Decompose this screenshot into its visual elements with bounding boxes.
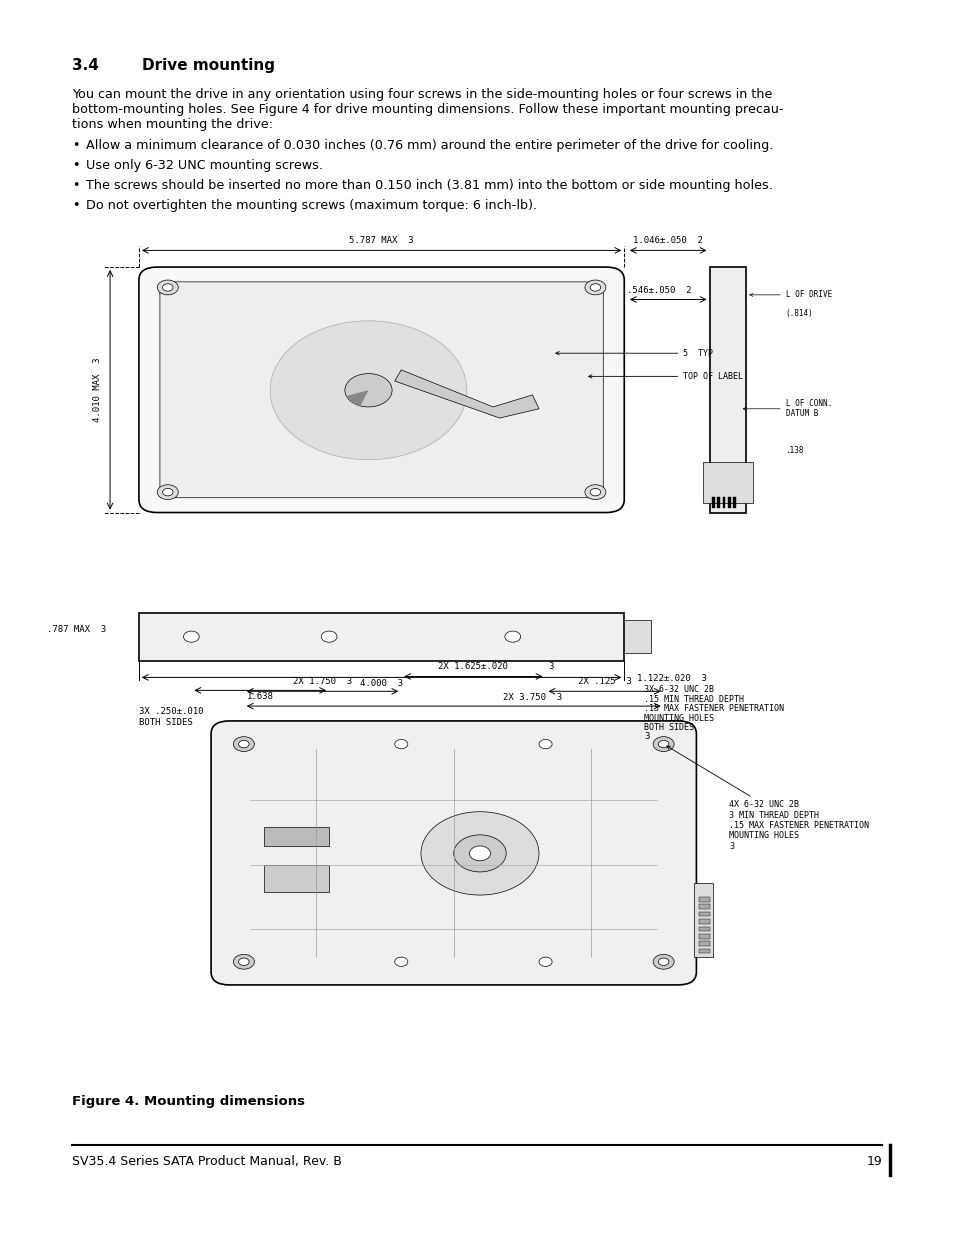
Circle shape xyxy=(162,284,172,291)
Text: L OF DRIVE: L OF DRIVE xyxy=(749,290,831,299)
Circle shape xyxy=(653,736,674,751)
Circle shape xyxy=(584,280,605,295)
FancyBboxPatch shape xyxy=(211,721,696,986)
Bar xyxy=(699,919,709,924)
Text: 3.4: 3.4 xyxy=(71,58,99,73)
Text: Figure 4. Mounting dimensions: Figure 4. Mounting dimensions xyxy=(71,1095,305,1108)
Circle shape xyxy=(233,955,254,969)
Text: •: • xyxy=(71,199,79,212)
Text: Use only 6-32 UNC mounting screws.: Use only 6-32 UNC mounting screws. xyxy=(86,159,323,172)
Text: .138: .138 xyxy=(785,446,803,454)
Text: 2X 3.750  3: 2X 3.750 3 xyxy=(502,693,561,703)
Bar xyxy=(709,267,745,513)
Bar xyxy=(722,496,724,508)
Text: •: • xyxy=(71,140,79,152)
Bar xyxy=(693,883,713,957)
Text: tions when mounting the drive:: tions when mounting the drive: xyxy=(71,119,273,131)
Text: •: • xyxy=(71,179,79,191)
Text: You can mount the drive in any orientation using four screws in the side-mountin: You can mount the drive in any orientati… xyxy=(71,88,772,101)
Text: BOTH SIDES: BOTH SIDES xyxy=(643,722,693,732)
Text: Do not overtighten the mounting screws (maximum torque: 6 inch-lb).: Do not overtighten the mounting screws (… xyxy=(86,199,537,212)
Circle shape xyxy=(653,955,674,969)
Bar xyxy=(263,864,329,892)
Bar xyxy=(699,897,709,902)
Text: 2X 1.750  3: 2X 1.750 3 xyxy=(293,677,352,685)
Wedge shape xyxy=(346,390,368,406)
Circle shape xyxy=(157,280,178,295)
Text: .15 MIN THREAD DEPTH: .15 MIN THREAD DEPTH xyxy=(643,695,743,704)
Circle shape xyxy=(504,631,520,642)
Circle shape xyxy=(238,741,249,748)
Bar xyxy=(699,948,709,953)
Text: .787 MAX  3: .787 MAX 3 xyxy=(47,625,106,634)
Text: Drive mounting: Drive mounting xyxy=(142,58,274,73)
Text: Allow a minimum clearance of 0.030 inches (0.76 mm) around the entire perimeter : Allow a minimum clearance of 0.030 inche… xyxy=(86,140,773,152)
Bar xyxy=(699,926,709,931)
Text: MOUNTING HOLES: MOUNTING HOLES xyxy=(643,714,713,722)
Circle shape xyxy=(584,484,605,499)
Text: 3: 3 xyxy=(643,732,649,741)
Text: 2X 1.625±.020: 2X 1.625±.020 xyxy=(438,662,508,671)
Circle shape xyxy=(157,484,178,499)
Bar xyxy=(139,613,623,661)
Bar xyxy=(263,827,329,846)
Text: 4X 6-32 UNC 2B
3 MIN THREAD DEPTH
.15 MAX FASTENER PENETRATION
MOUNTING HOLES
3: 4X 6-32 UNC 2B 3 MIN THREAD DEPTH .15 MA… xyxy=(666,746,868,851)
Bar xyxy=(699,904,709,909)
Text: 3X .250±.010: 3X .250±.010 xyxy=(139,706,203,716)
Bar xyxy=(699,911,709,916)
Text: 3: 3 xyxy=(548,662,553,671)
Circle shape xyxy=(590,488,600,495)
Circle shape xyxy=(395,957,408,967)
Text: 1.046±.050  2: 1.046±.050 2 xyxy=(633,236,702,245)
Bar xyxy=(702,462,752,504)
Circle shape xyxy=(233,736,254,751)
Text: 4.010 MAX  3: 4.010 MAX 3 xyxy=(93,358,102,422)
Text: .546±.050  2: .546±.050 2 xyxy=(626,285,691,295)
Text: bottom-mounting holes. See Figure 4 for drive mounting dimensions. Follow these : bottom-mounting holes. See Figure 4 for … xyxy=(71,103,782,116)
Text: 4.000  3: 4.000 3 xyxy=(359,679,403,688)
Circle shape xyxy=(658,741,668,748)
Text: 5  TYP: 5 TYP xyxy=(556,348,713,358)
Text: BOTH SIDES: BOTH SIDES xyxy=(139,719,193,727)
Bar xyxy=(733,496,735,508)
Text: L OF CONN.
DATUM B: L OF CONN. DATUM B xyxy=(742,399,831,419)
Text: .15 MAX FASTENER PENETRATION: .15 MAX FASTENER PENETRATION xyxy=(643,704,783,714)
Text: 19: 19 xyxy=(865,1155,882,1168)
Bar xyxy=(699,941,709,946)
Circle shape xyxy=(469,846,490,861)
FancyBboxPatch shape xyxy=(160,282,602,498)
Circle shape xyxy=(238,958,249,966)
Polygon shape xyxy=(395,370,538,417)
Text: The screws should be inserted no more than 0.150 inch (3.81 mm) into the bottom : The screws should be inserted no more th… xyxy=(86,179,772,191)
FancyBboxPatch shape xyxy=(139,267,623,513)
Bar xyxy=(711,496,714,508)
Circle shape xyxy=(454,835,506,872)
Circle shape xyxy=(183,631,199,642)
Text: •: • xyxy=(71,159,79,172)
Circle shape xyxy=(538,740,552,748)
Circle shape xyxy=(395,740,408,748)
Circle shape xyxy=(420,811,538,895)
Text: 1.122±.020  3: 1.122±.020 3 xyxy=(637,674,706,683)
Circle shape xyxy=(162,488,172,495)
Text: 1.638: 1.638 xyxy=(247,692,274,701)
Circle shape xyxy=(538,957,552,967)
Circle shape xyxy=(590,284,600,291)
Bar xyxy=(699,934,709,939)
Circle shape xyxy=(270,321,466,459)
Text: 2X .125  3: 2X .125 3 xyxy=(578,677,631,685)
Circle shape xyxy=(658,958,668,966)
Text: TOP OF LABEL: TOP OF LABEL xyxy=(588,372,742,380)
Text: 5.787 MAX  3: 5.787 MAX 3 xyxy=(349,236,414,245)
Bar xyxy=(623,620,650,653)
Circle shape xyxy=(345,373,392,408)
Text: 3X 6-32 UNC 2B: 3X 6-32 UNC 2B xyxy=(643,684,713,694)
Text: (.814): (.814) xyxy=(785,309,813,317)
Bar xyxy=(717,496,720,508)
Text: SV35.4 Series SATA Product Manual, Rev. B: SV35.4 Series SATA Product Manual, Rev. … xyxy=(71,1155,341,1168)
Bar xyxy=(727,496,730,508)
Circle shape xyxy=(321,631,336,642)
